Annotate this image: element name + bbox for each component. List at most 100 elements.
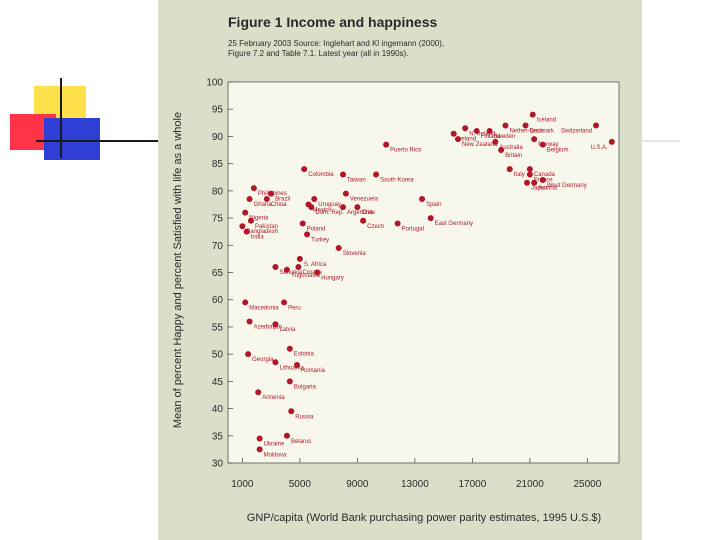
data-point bbox=[531, 136, 538, 143]
point-label: Japan bbox=[531, 186, 547, 192]
data-point bbox=[286, 378, 293, 385]
point-label: Norway bbox=[538, 142, 558, 148]
y-tick-label: 75 bbox=[212, 214, 224, 225]
point-label: Dom. Rep. bbox=[315, 210, 344, 216]
point-label: Estonia bbox=[294, 352, 315, 358]
point-label: India bbox=[251, 235, 265, 241]
point-label: Armenia bbox=[262, 395, 285, 401]
point-label: Switzerland bbox=[561, 129, 592, 135]
point-label: Lithuania bbox=[279, 365, 304, 371]
point-label: Italy bbox=[514, 172, 525, 178]
data-point bbox=[246, 196, 253, 203]
y-tick-label: 55 bbox=[212, 322, 224, 333]
data-point bbox=[394, 220, 401, 227]
data-point bbox=[268, 190, 275, 197]
data-point bbox=[473, 127, 480, 134]
y-tick-label: 70 bbox=[212, 241, 224, 252]
point-label: Macedonia bbox=[249, 305, 279, 311]
point-label: Ghana bbox=[254, 202, 273, 208]
data-point bbox=[243, 228, 250, 235]
deco-vertical-line bbox=[60, 78, 62, 158]
x-tick-label: 25000 bbox=[573, 479, 601, 490]
point-label: Brazil bbox=[275, 197, 290, 203]
point-label: South Korea bbox=[380, 178, 414, 184]
point-label: Ireland bbox=[458, 137, 476, 143]
point-label: Puerto Rico bbox=[390, 148, 422, 154]
data-point bbox=[340, 204, 346, 211]
point-label: Belgium bbox=[547, 148, 569, 154]
point-label: East Germany bbox=[435, 221, 473, 227]
point-label: Belarus bbox=[291, 439, 311, 445]
data-point bbox=[283, 432, 290, 439]
data-point bbox=[492, 138, 499, 145]
data-point bbox=[340, 171, 346, 178]
data-point bbox=[526, 166, 533, 173]
data-point bbox=[308, 204, 315, 211]
point-label: Czech bbox=[367, 224, 384, 230]
data-point bbox=[354, 204, 361, 211]
data-point bbox=[248, 217, 254, 224]
point-label: Hungary bbox=[321, 276, 344, 282]
data-point bbox=[502, 122, 509, 129]
point-label: Georgia bbox=[252, 357, 274, 363]
data-point bbox=[288, 408, 295, 415]
point-label: Denmark bbox=[530, 129, 555, 135]
point-label: West Germany bbox=[547, 183, 587, 189]
data-point bbox=[272, 264, 279, 271]
point-label: Mexico bbox=[313, 207, 333, 213]
data-point bbox=[529, 111, 536, 118]
data-point bbox=[342, 190, 349, 197]
point-label: Slovenia bbox=[343, 251, 367, 257]
x-tick-label: 21000 bbox=[516, 479, 544, 490]
data-point bbox=[462, 125, 469, 132]
point-label: Austria bbox=[538, 186, 557, 192]
point-label: Venezuela bbox=[350, 197, 379, 203]
data-point bbox=[524, 179, 530, 186]
data-point bbox=[283, 266, 290, 273]
point-label: Croatia bbox=[302, 270, 322, 276]
data-point bbox=[239, 223, 246, 230]
data-point bbox=[263, 196, 270, 203]
data-point bbox=[419, 196, 426, 203]
y-tick-label: 35 bbox=[212, 431, 224, 442]
y-tick-label: 85 bbox=[212, 159, 224, 170]
data-point bbox=[526, 171, 533, 178]
data-point bbox=[539, 176, 546, 183]
point-label: Finland bbox=[481, 134, 501, 140]
data-point bbox=[294, 362, 300, 369]
point-label: Bangladesh bbox=[246, 229, 278, 235]
point-label: Poland bbox=[307, 227, 326, 233]
y-tick-label: 45 bbox=[212, 377, 224, 388]
point-label: Pakistan bbox=[255, 224, 278, 230]
point-label: Chile bbox=[361, 210, 375, 216]
point-label: Romania bbox=[301, 368, 326, 374]
data-point bbox=[295, 264, 302, 271]
data-point bbox=[455, 136, 461, 143]
y-tick-label: 95 bbox=[212, 105, 224, 116]
data-point bbox=[335, 245, 342, 252]
point-label: Slovakia bbox=[279, 270, 302, 276]
data-point bbox=[522, 122, 529, 129]
data-point bbox=[272, 359, 279, 366]
point-label: Portugal bbox=[402, 227, 424, 233]
data-point bbox=[498, 147, 505, 154]
x-tick-label: 1000 bbox=[231, 479, 254, 490]
point-label: Nigeria bbox=[249, 216, 269, 222]
data-point bbox=[301, 166, 308, 173]
data-point bbox=[539, 141, 546, 148]
x-tick-label: 5000 bbox=[289, 479, 312, 490]
data-point bbox=[450, 130, 457, 137]
point-label: Nether-lands bbox=[509, 129, 543, 135]
data-point bbox=[246, 318, 253, 325]
data-point bbox=[531, 179, 538, 186]
point-label: U.S.A. bbox=[590, 145, 608, 151]
data-point bbox=[242, 209, 249, 216]
y-tick-label: 30 bbox=[212, 459, 224, 470]
point-label: Taiwan bbox=[347, 178, 366, 184]
y-tick-label: 90 bbox=[212, 132, 224, 143]
data-point bbox=[486, 127, 493, 134]
point-label: Moldova bbox=[264, 452, 287, 458]
point-label: Canada bbox=[534, 172, 556, 178]
point-label: Colombia bbox=[308, 172, 334, 178]
